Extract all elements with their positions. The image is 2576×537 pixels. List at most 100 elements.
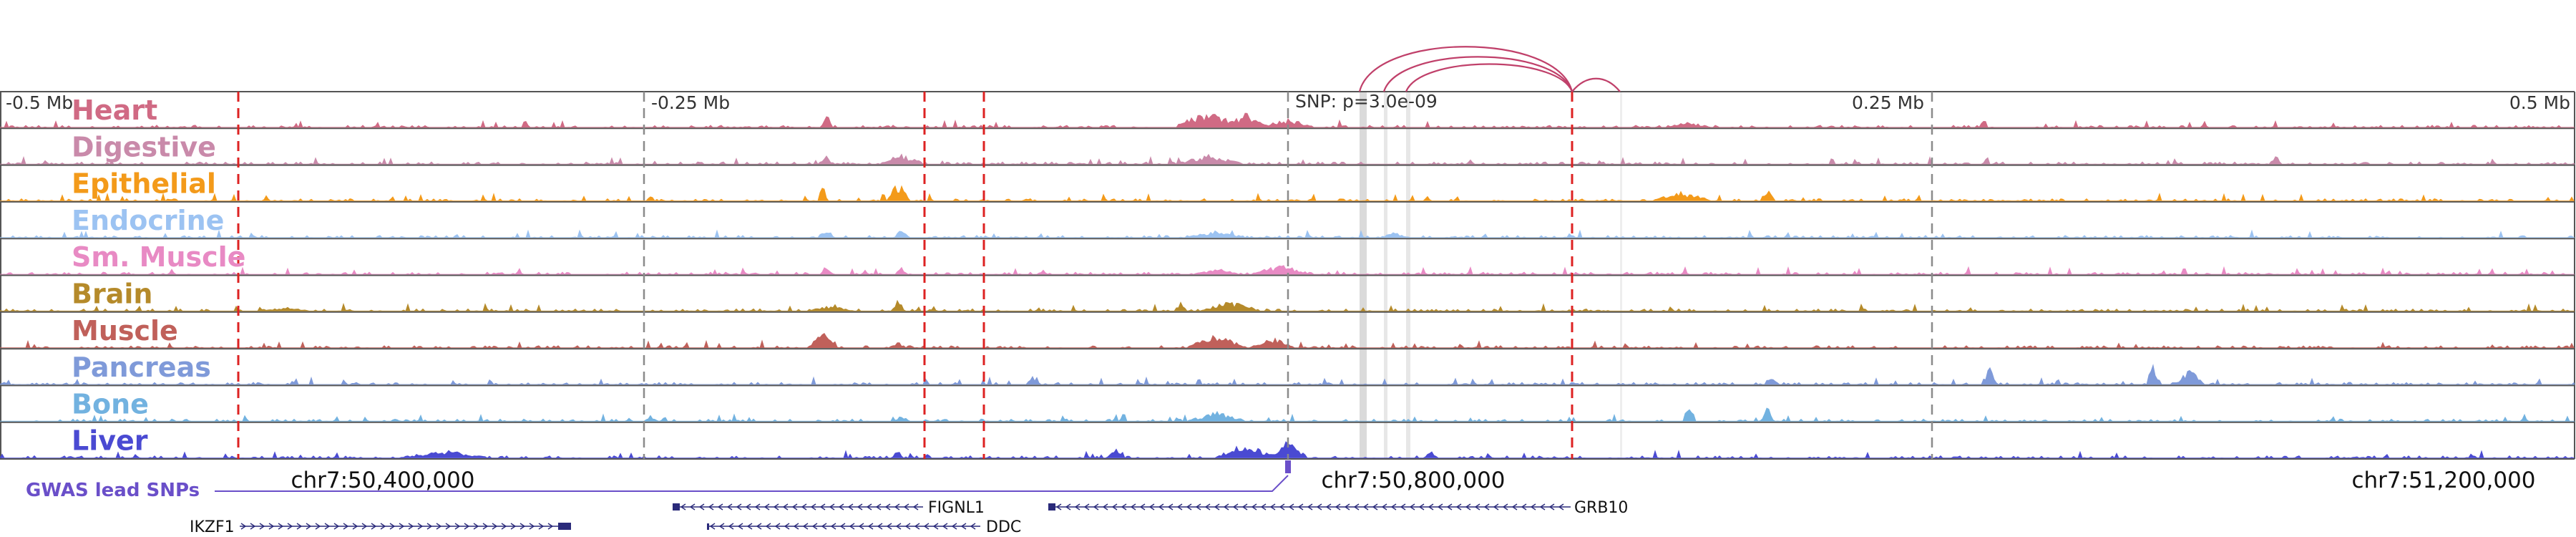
strand-chevron	[278, 523, 284, 530]
gene-exon	[1048, 503, 1055, 511]
signal-track-sm-muscle	[0, 265, 2575, 275]
track-label: Heart	[72, 95, 157, 126]
strand-chevron	[399, 523, 405, 530]
strand-chevron	[784, 523, 790, 530]
strand-chevron	[1297, 503, 1304, 511]
strand-chevron	[849, 523, 855, 530]
strand-chevron	[1390, 503, 1397, 511]
strand-chevron	[1539, 503, 1546, 511]
strand-chevron	[1316, 503, 1322, 511]
strand-chevron	[867, 523, 874, 530]
strand-chevron	[1465, 503, 1471, 511]
strand-chevron	[1418, 503, 1425, 511]
signal-track-epithelial	[0, 185, 2575, 202]
strand-chevron	[1530, 503, 1536, 511]
strand-chevron	[680, 503, 686, 511]
strand-chevron	[343, 523, 349, 530]
signal-track-liver	[0, 441, 2575, 459]
strand-chevron	[333, 523, 340, 530]
strand-chevron	[1065, 503, 1071, 511]
strand-chevron	[1121, 503, 1127, 511]
strand-chevron	[1083, 503, 1090, 511]
coordinate-label: chr7:50,800,000	[1321, 468, 1505, 493]
strand-chevron	[728, 523, 734, 530]
strand-chevron	[737, 523, 743, 530]
strand-chevron	[519, 523, 526, 530]
track-label: Epithelial	[72, 168, 216, 200]
strand-chevron	[473, 523, 479, 530]
strand-chevron	[829, 503, 835, 511]
strand-chevron	[960, 523, 967, 530]
track-label: Digestive	[72, 131, 216, 163]
strand-chevron	[371, 523, 377, 530]
strand-chevron	[1381, 503, 1387, 511]
strand-chevron	[1111, 503, 1118, 511]
strand-chevron	[912, 503, 919, 511]
axis-ticks: -0.5 Mb -0.25 Mb 0.25 Mb 0.5 Mb SNP: p=3…	[6, 91, 2570, 113]
track-label: Endocrine	[72, 205, 224, 236]
strand-chevron	[1455, 503, 1462, 511]
strand-chevron	[717, 503, 723, 511]
strand-chevron	[866, 503, 872, 511]
strand-chevron	[1353, 503, 1360, 511]
strand-chevron	[259, 523, 265, 530]
strand-chevron	[708, 503, 714, 511]
strand-chevron	[774, 523, 781, 530]
gene-label: FIGNL1	[928, 499, 985, 517]
gene-label: IKZF1	[190, 518, 235, 536]
gwas-row: GWAS lead SNPs	[26, 460, 1291, 501]
strand-chevron	[763, 503, 770, 511]
strand-chevron	[756, 523, 762, 530]
strand-chevron	[361, 523, 368, 530]
strand-chevron	[1307, 503, 1313, 511]
strand-chevron	[698, 503, 705, 511]
strand-chevron	[1214, 503, 1220, 511]
gene-strand-arrows	[240, 523, 554, 530]
strand-chevron	[1437, 503, 1443, 511]
strand-chevron	[1269, 503, 1276, 511]
track-label: Brain	[72, 279, 152, 310]
gwas-lead-snps-label: GWAS lead SNPs	[26, 480, 200, 501]
strand-chevron	[389, 523, 396, 530]
strand-chevron	[1167, 503, 1174, 511]
strand-chevron	[689, 503, 696, 511]
strand-chevron	[1548, 503, 1555, 511]
strand-chevron	[1372, 503, 1378, 511]
strand-chevron	[1260, 503, 1267, 511]
interaction-arc	[1571, 77, 1621, 92]
strand-chevron	[1279, 503, 1285, 511]
strand-chevron	[970, 523, 976, 530]
strand-chevron	[464, 523, 470, 530]
strand-chevron	[380, 523, 386, 530]
strand-chevron	[268, 523, 275, 530]
track-label: Bone	[72, 388, 149, 420]
strand-chevron	[1521, 503, 1527, 511]
strand-chevron	[529, 523, 535, 530]
strand-chevron	[745, 503, 751, 511]
strand-chevron	[1195, 503, 1201, 511]
strand-chevron	[426, 523, 433, 530]
strand-chevron	[736, 503, 742, 511]
interaction-arc	[1382, 56, 1574, 92]
strand-chevron	[726, 503, 733, 511]
gene-exon	[707, 523, 709, 530]
signal-track-heart	[0, 112, 2575, 128]
strand-chevron	[886, 523, 892, 530]
strand-chevron	[877, 523, 883, 530]
strand-chevron	[838, 503, 844, 511]
strand-chevron	[858, 523, 864, 530]
strand-chevron	[1325, 503, 1332, 511]
track-label: Liver	[72, 425, 148, 457]
strand-chevron	[1176, 503, 1183, 511]
track-label: Sm. Muscle	[72, 241, 245, 273]
coordinate-labels: chr7:50,400,000 chr7:50,800,000 chr7:51,…	[291, 468, 2535, 493]
strand-chevron	[1204, 503, 1211, 511]
signal-track-bone	[0, 407, 2575, 422]
gwas-snp-marker	[1285, 460, 1291, 473]
strand-chevron	[932, 523, 939, 530]
strand-chevron	[718, 523, 725, 530]
strand-chevron	[547, 523, 554, 530]
strand-chevron	[875, 503, 882, 511]
strand-chevron	[306, 523, 312, 530]
